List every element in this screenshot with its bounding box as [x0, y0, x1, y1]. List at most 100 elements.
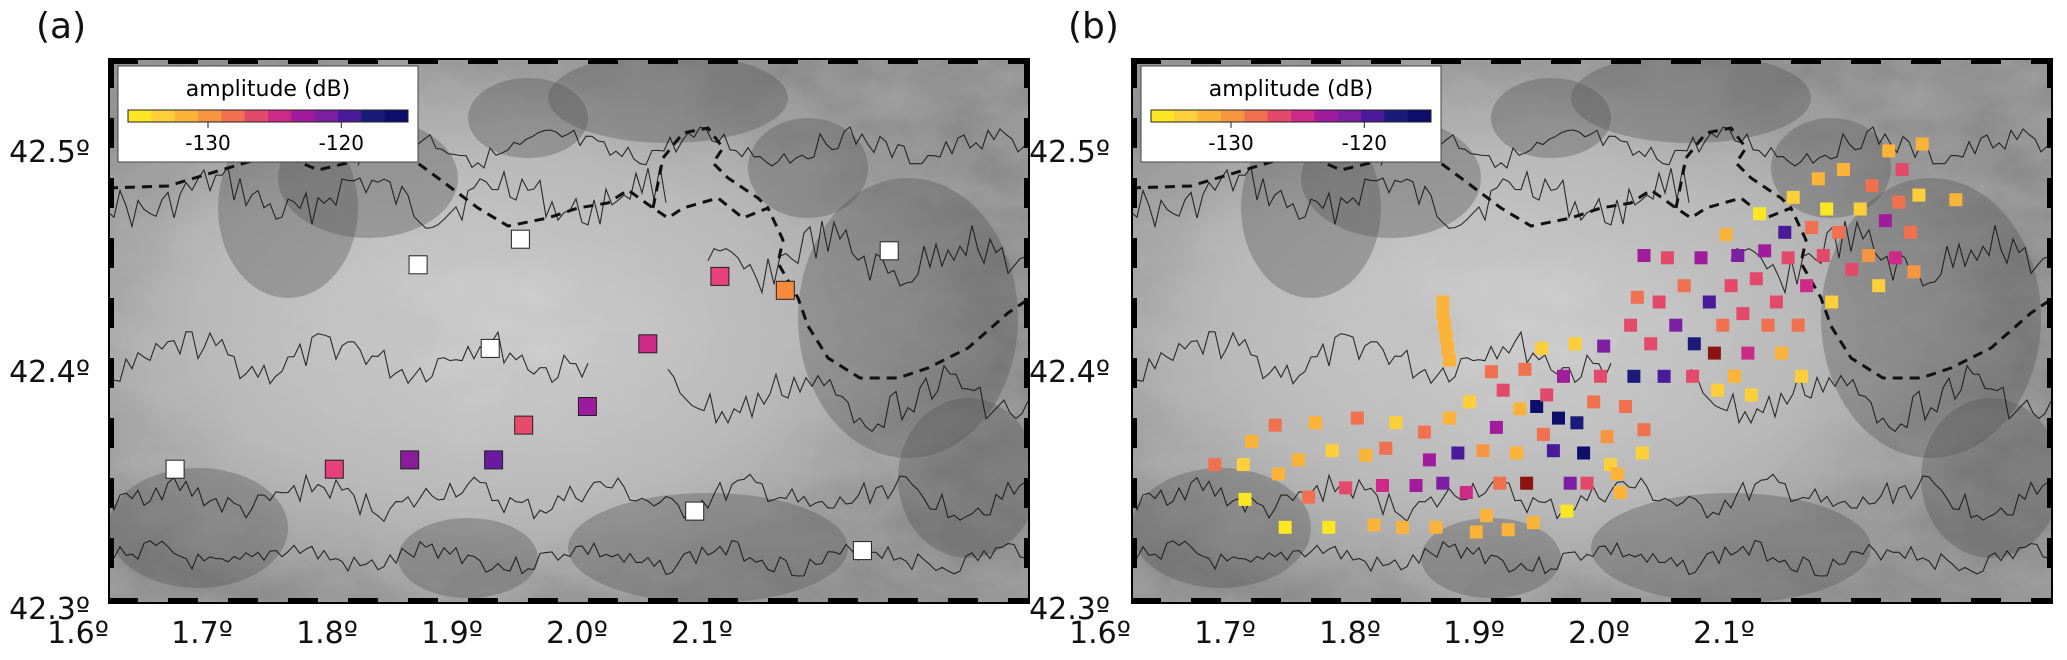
- station-marker-16: [1376, 479, 1389, 492]
- map-b-svg: amplitude (dB) -130 -120: [1131, 58, 2053, 604]
- frame-tick-right: [1024, 58, 1030, 88]
- station-marker-88: [1744, 388, 1758, 402]
- contour-line-1: [108, 330, 589, 385]
- frame-tick-right: [2047, 418, 2053, 448]
- frame-tick-right: [1024, 118, 1030, 148]
- station-marker-73: [1669, 318, 1683, 332]
- frame-tick-left: [1131, 118, 1137, 148]
- map-frame: [1131, 58, 2053, 604]
- station-marker-49: [1560, 504, 1574, 518]
- colorbar-swatch-4: [221, 110, 246, 122]
- colorbar-swatch-5: [244, 110, 269, 122]
- station-marker-58: [1600, 430, 1614, 444]
- station-marker-61: [1614, 486, 1627, 499]
- frame-tick-bottom: [948, 598, 978, 604]
- frame-tick-bottom: [648, 598, 678, 604]
- lon-tick-1-9-b: 1.9º: [1443, 616, 1505, 651]
- station-marker-81: [1716, 318, 1730, 332]
- station-marker-48: [1557, 369, 1570, 383]
- contour-line-6: [1690, 364, 2052, 433]
- station-marker-111: [1865, 179, 1879, 193]
- map-panel-a: amplitude (dB) -130 -120: [108, 58, 1030, 604]
- mountain-shade-5: [398, 518, 538, 598]
- frame-tick-bottom: [2031, 598, 2053, 604]
- station-marker-37: [1510, 446, 1524, 460]
- station-marker-5: [577, 397, 597, 416]
- frame-tick-bottom: [1911, 598, 1941, 604]
- frame-tick-top: [108, 58, 138, 64]
- frame-tick-top: [1008, 58, 1030, 64]
- station-marker-9: [1308, 416, 1322, 430]
- station-marker-71: [1657, 369, 1671, 383]
- station-marker-45: [1540, 388, 1554, 402]
- station-marker-34: [1493, 476, 1507, 490]
- mountain-shade-4: [568, 493, 848, 603]
- mountain-shade-9: [1921, 398, 2053, 558]
- frame-tick-bottom: [1671, 598, 1701, 604]
- frame-tick-bottom: [228, 598, 258, 604]
- frame-tick-top: [1851, 58, 1881, 64]
- station-marker-96: [1781, 251, 1795, 265]
- frame-tick-left: [1131, 58, 1137, 88]
- station-marker-0: [1208, 458, 1222, 472]
- station-marker-4: [1268, 418, 1282, 432]
- station-marker-3: [1245, 434, 1259, 448]
- colorbar-outline: [127, 109, 409, 123]
- station-marker-115: [1888, 251, 1902, 265]
- station-marker-104: [1820, 202, 1834, 216]
- station-marker-41: [1526, 516, 1540, 530]
- colorbar-swatch-10: [1384, 110, 1409, 122]
- station-marker-12: [879, 241, 899, 261]
- lat-tick-42-5-b: 42.5º: [1029, 135, 1110, 170]
- station-marker-50: [1563, 476, 1577, 490]
- contour-line-5: [707, 220, 1027, 295]
- station-marker-44: [1536, 427, 1550, 441]
- station-marker-124: [1436, 307, 1450, 321]
- station-marker-18: [1389, 416, 1403, 430]
- contour-line-0: [1131, 165, 1690, 229]
- station-marker-57: [1597, 339, 1611, 353]
- frame-tick-left: [1131, 478, 1137, 508]
- station-marker-91: [1758, 244, 1772, 258]
- mountain-shade-3: [798, 178, 1018, 458]
- station-marker-107: [1837, 163, 1850, 176]
- station-marker-54: [1580, 476, 1594, 490]
- station-marker-31: [1479, 509, 1493, 523]
- station-marker-77: [1694, 251, 1708, 265]
- colorbar-swatch-7: [1314, 110, 1339, 122]
- frame-tick-right: [1024, 238, 1030, 268]
- border-line: [108, 151, 1030, 380]
- contour-line-6: [667, 364, 1029, 433]
- station-marker-10: [1322, 520, 1336, 534]
- frame-tick-bottom: [1611, 598, 1641, 604]
- station-marker-110: [1862, 249, 1876, 262]
- frame-tick-left: [108, 58, 114, 88]
- station-marker-125: [1438, 318, 1451, 332]
- station-marker-20: [1409, 479, 1423, 492]
- mountain-shade-2: [548, 58, 788, 143]
- frame-tick-bottom: [168, 598, 198, 604]
- station-marker-121: [1915, 137, 1929, 151]
- station-marker-35: [1496, 383, 1510, 397]
- station-marker-116: [1892, 195, 1906, 209]
- colorbar-tick-label-1: -120: [319, 131, 364, 155]
- frame-tick-left: [108, 178, 114, 208]
- frame-tick-bottom: [108, 598, 138, 604]
- station-marker-118: [1904, 225, 1917, 239]
- frame-tick-top: [1191, 58, 1221, 64]
- colorbar-tick-label-1: -120: [1342, 131, 1387, 155]
- station-marker-101: [1805, 221, 1819, 235]
- lat-tick-42-3-a: 42.3º: [9, 592, 90, 627]
- map-panel-b: amplitude (dB) -130 -120: [1131, 58, 2053, 604]
- frame-tick-left: [1131, 538, 1137, 568]
- station-marker-14: [1359, 448, 1373, 462]
- frame-tick-right: [1024, 178, 1030, 208]
- mountain-shade-6: [108, 468, 288, 588]
- lon-tick-1-8-b: 1.8º: [1319, 616, 1381, 651]
- station-marker-21: [1417, 425, 1431, 439]
- station-marker-8: [408, 255, 428, 275]
- station-marker-85: [1731, 249, 1745, 262]
- station-marker-82: [1719, 228, 1733, 242]
- station-marker-15: [1367, 518, 1381, 532]
- station-marker-76: [1687, 337, 1701, 351]
